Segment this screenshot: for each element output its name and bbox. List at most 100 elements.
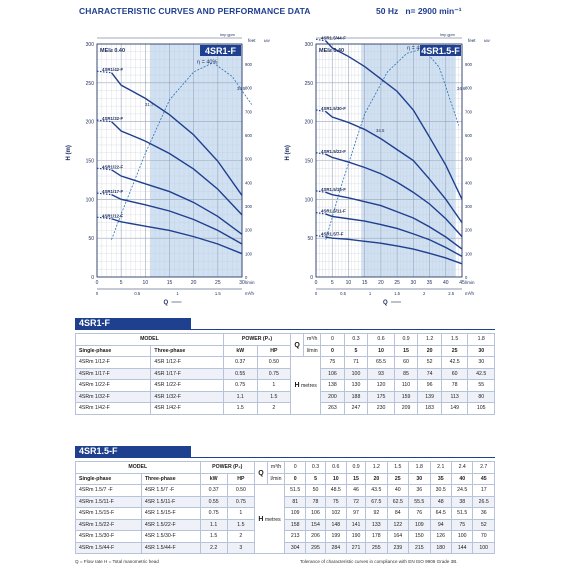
feet-tick-label: 300: [465, 204, 473, 209]
table-cell: 1.8: [408, 461, 431, 474]
table-cell: 2.1: [429, 461, 452, 474]
table-cell: 20: [365, 472, 388, 485]
table-cell: 75: [320, 356, 345, 369]
m3h-label: m³/h: [245, 291, 254, 296]
table-row: 4SRm 1.5/30-F 4SR 1.5/30-F 1.5 2 213 206 199 19…: [75, 530, 495, 543]
divider: [75, 329, 495, 330]
y-tick-label: 200: [305, 120, 314, 126]
table-cell: 55.5: [408, 495, 431, 508]
feet-tick-label: 700: [465, 109, 473, 114]
table-cell: HP: [256, 344, 292, 357]
table-row: 4SRm 1.5/7 -F 4SR 1.5/7 -F 0.37 0.50 H metre…: [75, 484, 495, 554]
table-cell: 5: [343, 344, 369, 357]
table-cell: 295: [305, 541, 326, 554]
table-row: 4SRm 1.5/11-F 4SR 1.5/11-F 0.55 0.75 81 78 75 7…: [75, 495, 495, 508]
table-cell: 51.5: [283, 484, 307, 497]
table-cell: 36: [408, 484, 431, 497]
table-cell: 52: [472, 518, 495, 531]
x-tick-label: 10: [346, 280, 352, 286]
table-cell: 148: [324, 518, 348, 531]
curve-label: 4SR1.5/44-F: [321, 35, 346, 40]
table-cell: 149: [440, 402, 469, 415]
table-cell: 51.5: [450, 507, 474, 520]
table-cell: 92: [365, 507, 388, 520]
model-badge: [200, 45, 241, 56]
table-cell: 4SRm 1/32-F: [74, 390, 152, 403]
feet-label: feet: [248, 38, 256, 43]
mei-label: MEI≥ 0.40: [319, 48, 344, 54]
feet-tick-label: 200: [465, 228, 473, 233]
x-tick-label: 20: [378, 280, 384, 286]
table-cell: 154: [305, 518, 326, 531]
pump-curve: [111, 218, 243, 255]
table-cell: H metres: [254, 484, 285, 554]
table-cell: 97: [346, 507, 367, 520]
model-badge: [420, 45, 461, 56]
x-axis-label: Q: [383, 300, 388, 306]
table-row: 4SRm 1.5/15-F 4SR 1.5/15-F 0.75 1 109 106 102 9…: [75, 507, 495, 520]
table-cell: 84: [386, 507, 410, 520]
kw-label: kW: [484, 38, 490, 43]
table-cell: 213: [283, 530, 307, 543]
table-cell: 96: [417, 379, 442, 392]
table-cell: m³/h: [267, 461, 285, 474]
table-cell: 0.50: [226, 484, 256, 497]
table-cell: 102: [324, 507, 348, 520]
pump-curve: [325, 191, 463, 250]
efficiency-label: η = 48%: [407, 46, 427, 52]
feet-tick-label: 700: [245, 109, 253, 114]
model-badge-label: 4SR1-F: [205, 46, 237, 56]
m3h-tick-label: 2.5: [448, 291, 454, 296]
x-tick-label: 0: [315, 280, 318, 286]
curve-label: 4SR1.5/30-F: [321, 106, 346, 111]
table-cell: 85: [393, 367, 419, 380]
table-cell: 263: [320, 402, 345, 415]
table-cell: 4SR 1.5/11-F: [140, 495, 201, 508]
table-cell: 106: [305, 507, 326, 520]
speed: n= 2900 min⁻¹: [405, 6, 462, 16]
table-cell: 4SR 1/42-F: [150, 402, 224, 415]
feet-tick-label: 0: [245, 275, 248, 280]
table-cell: Three-phase: [140, 472, 201, 485]
frequency: 50 Hz: [376, 6, 399, 16]
gpm-label: Imp gpm: [220, 33, 235, 37]
y-tick-label: 0: [91, 275, 94, 281]
table-cell: 4SR 1/17-F: [150, 367, 224, 380]
table-cell: 80: [467, 390, 495, 403]
table-cell: 109: [283, 507, 307, 520]
mei-label: MEI≥ 0.40: [100, 48, 125, 54]
table-cell: 190: [346, 530, 367, 543]
speed-info: 50 Hz n= 2900 min⁻¹: [376, 6, 462, 17]
table-cell: 141: [346, 518, 367, 531]
table-cell: 24.5: [450, 484, 474, 497]
table-cell: 4SR 1/32-F: [150, 390, 224, 403]
table-cell: 43.5: [365, 484, 388, 497]
table-cell: 206: [305, 530, 326, 543]
table-row: 4SRm 1/32-F 4SR 1/32-F 1.1 1.5 200 188 175 159 1…: [74, 390, 495, 403]
table-cell: 0.9: [393, 333, 419, 346]
table-cell: 255: [365, 541, 388, 554]
y-tick-label: 250: [86, 81, 95, 87]
y-tick-label: 150: [305, 159, 314, 165]
x-tick-label: 5: [120, 280, 123, 286]
table-cell: Single-phase: [74, 344, 152, 357]
feet-tick-label: 100: [465, 251, 473, 256]
table-cell: 30: [467, 356, 495, 369]
table-cell: 0: [320, 333, 345, 346]
efficiency-mark: 34.6: [457, 86, 466, 91]
table-cell: 46: [346, 484, 367, 497]
table-cell: 52: [417, 356, 442, 369]
table-cell: kW: [222, 344, 258, 357]
table-cell: 178: [365, 530, 388, 543]
table-cell: Three-phase: [150, 344, 224, 357]
x-tick-label: 45: [459, 280, 465, 286]
table-row: 4SRm 1.5/44-F 4SR 1.5/44-F 2.2 3 304 295 284 27…: [75, 541, 495, 554]
table-cell: 76: [408, 507, 431, 520]
page-title: CHARACTERISTIC CURVES AND PERFORMANCE DA…: [79, 6, 311, 16]
table-cell: 199: [324, 530, 348, 543]
table-title-4sr15: 4SR1.5-F: [75, 446, 191, 457]
table-cell: 105: [467, 402, 495, 415]
pump-curve: [111, 169, 243, 235]
table-cell: 15: [346, 472, 367, 485]
